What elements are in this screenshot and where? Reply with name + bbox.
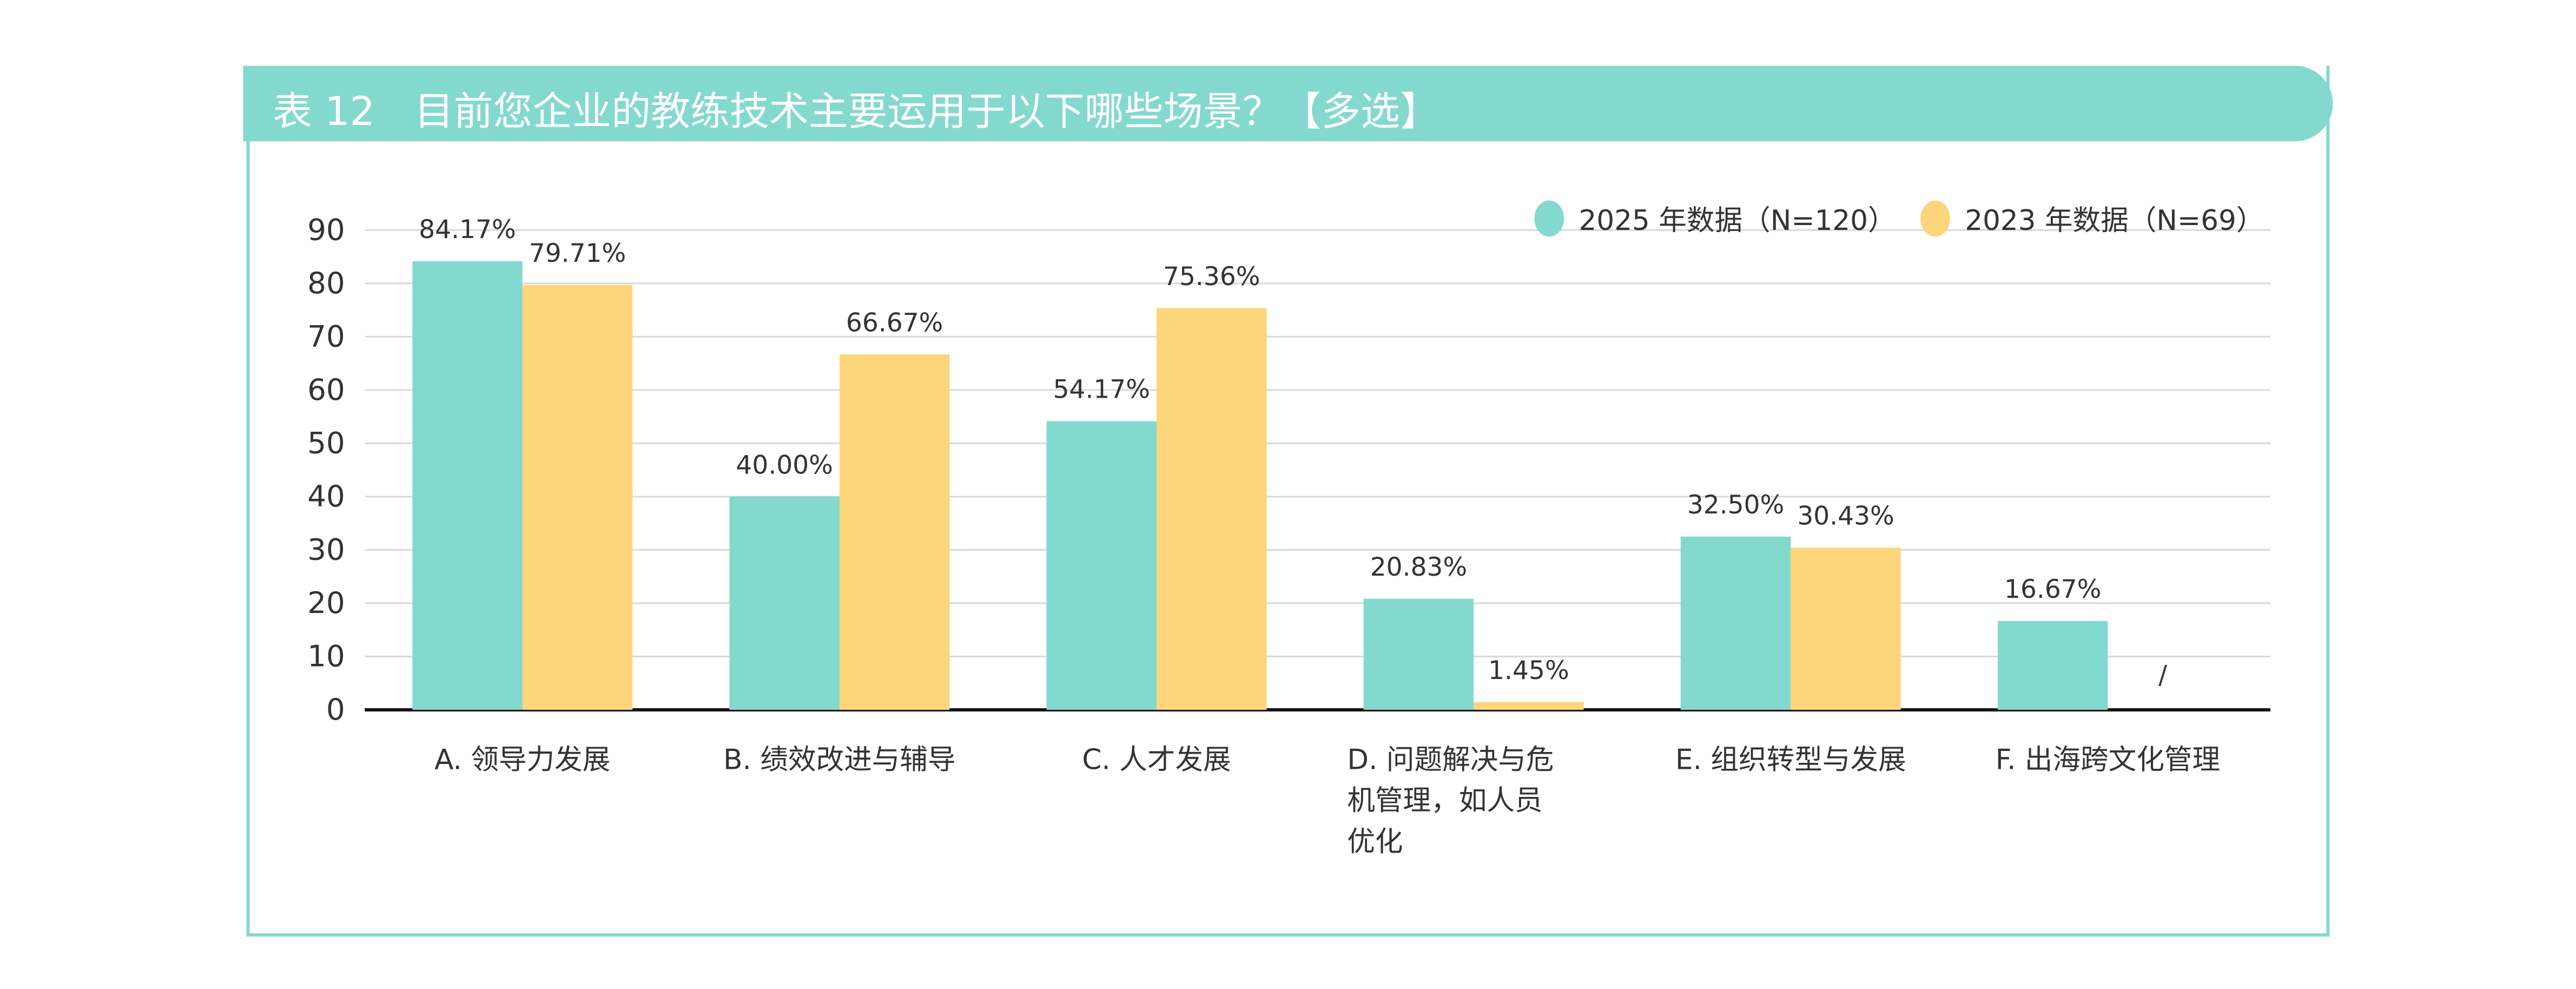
y-tick-label: 50 xyxy=(307,426,345,460)
data-label: 79.71% xyxy=(529,239,626,268)
category-label: C. 人才发展 xyxy=(1082,743,1231,776)
data-label: 84.17% xyxy=(419,215,516,245)
data-label: 32.50% xyxy=(1687,490,1784,520)
category-label: 机管理，如人员 xyxy=(1347,784,1542,817)
bar-2025 xyxy=(1363,598,1474,710)
category-label: 优化 xyxy=(1347,826,1403,858)
data-label: 54.17% xyxy=(1053,375,1150,405)
y-tick-label: 30 xyxy=(307,532,345,567)
bar-2023 xyxy=(1791,548,1901,710)
bar-2023 xyxy=(1157,308,1267,710)
data-label: 40.00% xyxy=(736,450,833,480)
legend-marker xyxy=(1920,200,1950,237)
y-tick-label: 90 xyxy=(307,212,345,247)
data-label: 20.83% xyxy=(1370,552,1467,582)
y-tick-label: 70 xyxy=(307,319,345,353)
legend-marker xyxy=(1534,200,1564,237)
bar-2025 xyxy=(412,261,523,710)
y-tick-label: 0 xyxy=(326,692,345,727)
bar-2025 xyxy=(1046,421,1157,710)
bar-2023 xyxy=(522,285,633,710)
data-label: 66.67% xyxy=(846,308,943,338)
data-label: 75.36% xyxy=(1163,262,1260,292)
legend-label: 2023 年数据（N=69） xyxy=(1965,205,2264,237)
bar-2023 xyxy=(1474,702,1584,710)
bar-2025 xyxy=(1997,621,2108,710)
legend-label: 2025 年数据（N=120） xyxy=(1579,205,1896,237)
category-label: A. 领导力发展 xyxy=(434,743,610,776)
category-label: B. 绩效改进与辅导 xyxy=(723,743,955,776)
data-label: 30.43% xyxy=(1797,502,1894,531)
y-tick-label: 80 xyxy=(307,266,345,300)
y-tick-label: 20 xyxy=(307,585,345,620)
bar-2025 xyxy=(729,496,840,710)
category-label: E. 组织转型与发展 xyxy=(1675,743,1906,776)
chart-title: 表 12 目前您企业的教练技术主要运用于以下哪些场景？【多选】 xyxy=(273,88,1439,135)
data-label: 16.67% xyxy=(2004,575,2101,604)
y-tick-label: 60 xyxy=(307,372,345,407)
bar-2023 xyxy=(839,354,950,710)
chart-frame xyxy=(246,65,2330,937)
category-label: F. 出海跨文化管理 xyxy=(1996,743,2220,776)
data-label: / xyxy=(2158,660,2167,690)
y-tick-label: 10 xyxy=(307,639,345,674)
y-tick-label: 40 xyxy=(307,479,345,513)
bar-2025 xyxy=(1680,536,1791,710)
category-label: D. 问题解决与危 xyxy=(1347,743,1554,776)
data-label: 1.45% xyxy=(1488,656,1569,685)
title-bar: 表 12 目前您企业的教练技术主要运用于以下哪些场景？【多选】 xyxy=(243,65,2333,142)
